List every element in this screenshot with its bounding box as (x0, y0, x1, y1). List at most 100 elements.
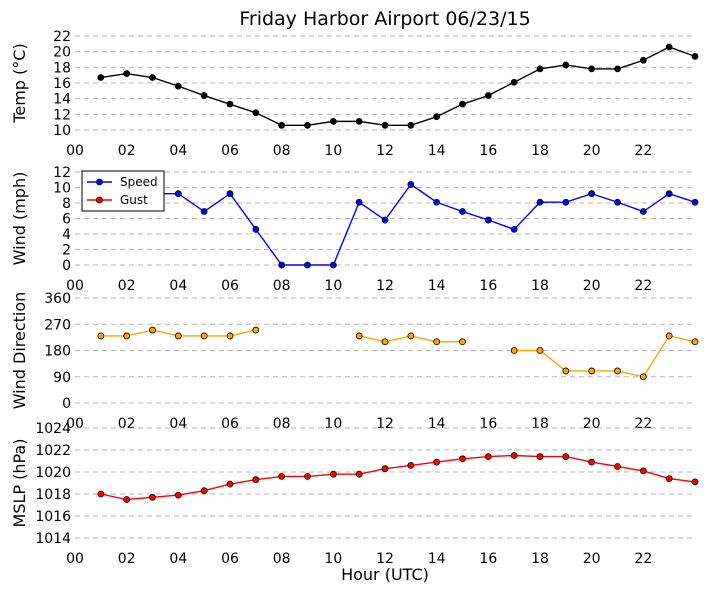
data-point (304, 261, 311, 269)
data-point (510, 347, 518, 354)
data-point (252, 225, 260, 233)
y-tick-label: 1016 (35, 509, 71, 525)
data-point (536, 198, 544, 206)
y-axis-label: MSLP (hPa) (10, 439, 29, 528)
x-tick-label: 08 (273, 278, 291, 294)
data-point (407, 332, 415, 340)
y-tick-label: 10 (53, 123, 71, 139)
data-point (691, 338, 699, 346)
x-tick-label: 08 (273, 416, 291, 432)
data-point (123, 496, 131, 503)
x-tick-label: 22 (634, 278, 652, 294)
y-tick-label: 360 (44, 291, 71, 307)
data-point (226, 100, 234, 108)
data-point (278, 121, 286, 129)
x-tick-label: 00 (66, 278, 84, 294)
data-point (97, 490, 105, 498)
data-point (484, 92, 492, 99)
data-point (174, 491, 182, 499)
y-tick-label: 1014 (35, 531, 71, 547)
x-tick-label: 12 (376, 143, 394, 159)
data-point (510, 78, 518, 86)
data-point (510, 225, 518, 233)
y-tick-label: 0 (62, 396, 71, 412)
x-tick-label: 00 (66, 143, 84, 159)
x-tick-label: 12 (376, 278, 394, 294)
data-point (355, 470, 363, 478)
data-point (691, 198, 699, 206)
data-point (665, 190, 673, 198)
x-tick-label: 22 (634, 416, 652, 432)
data-point (614, 463, 621, 470)
x-tick-label: 18 (531, 416, 549, 432)
y-tick-label: 8 (62, 196, 71, 212)
x-tick-label: 18 (531, 143, 549, 159)
x-tick-label: 20 (583, 551, 601, 567)
series-line (514, 335, 696, 378)
data-point (484, 453, 492, 461)
data-point (174, 332, 182, 340)
x-tick-label: 12 (376, 416, 394, 432)
data-point (226, 332, 234, 340)
x-tick-label: 10 (324, 551, 342, 567)
data-point (329, 261, 337, 269)
y-tick-label: 12 (53, 165, 71, 181)
x-tick-label: 10 (324, 278, 342, 294)
y-tick-label: 1024 (35, 421, 71, 437)
x-tick-label: 08 (273, 143, 291, 159)
x-tick-label: 14 (428, 278, 446, 294)
x-tick-label: 04 (169, 551, 187, 567)
y-tick-label: 2 (62, 243, 71, 259)
data-point (459, 455, 466, 463)
x-tick-label: 22 (634, 143, 652, 159)
data-point (200, 208, 208, 215)
data-point (252, 326, 260, 334)
data-point (252, 476, 260, 484)
data-point (123, 70, 131, 77)
y-tick-label: 0 (62, 258, 71, 274)
data-point (562, 61, 570, 69)
x-tick-label: 20 (583, 416, 601, 432)
data-point (433, 198, 441, 206)
data-point (588, 65, 596, 73)
y-axis-label: Temp (°C) (10, 43, 29, 123)
data-point (278, 472, 286, 480)
data-point (614, 198, 621, 206)
x-tick-label: 04 (169, 278, 187, 294)
data-point (433, 458, 441, 466)
x-tick-label: 20 (583, 278, 601, 294)
x-tick-label: 14 (428, 143, 446, 159)
series-line (100, 46, 696, 127)
x-tick-label: 18 (531, 278, 549, 294)
data-point (355, 198, 363, 206)
data-point (381, 465, 389, 473)
y-tick-label: 90 (53, 370, 71, 386)
x-tick-label: 16 (479, 143, 497, 159)
data-point (200, 487, 208, 495)
x-tick-label: 22 (634, 551, 652, 567)
x-tick-label: 06 (221, 143, 239, 159)
data-point (665, 43, 673, 51)
data-point (459, 338, 466, 346)
data-point (304, 472, 311, 480)
data-point (278, 261, 286, 269)
x-tick-label: 08 (273, 551, 291, 567)
data-point (407, 180, 415, 188)
legend-box (81, 170, 165, 212)
data-point (149, 493, 156, 501)
data-point (355, 332, 363, 340)
x-tick-label: 04 (169, 416, 187, 432)
data-point (562, 367, 570, 375)
x-tick-label: 06 (221, 278, 239, 294)
x-tick-label: 14 (428, 551, 446, 567)
data-point (97, 74, 105, 81)
y-tick-label: 4 (62, 227, 71, 243)
y-tick-label: 6 (62, 212, 71, 228)
data-point (123, 332, 131, 340)
data-point (614, 65, 621, 73)
x-tick-label: 00 (66, 551, 84, 567)
y-tick-label: 14 (53, 92, 71, 108)
